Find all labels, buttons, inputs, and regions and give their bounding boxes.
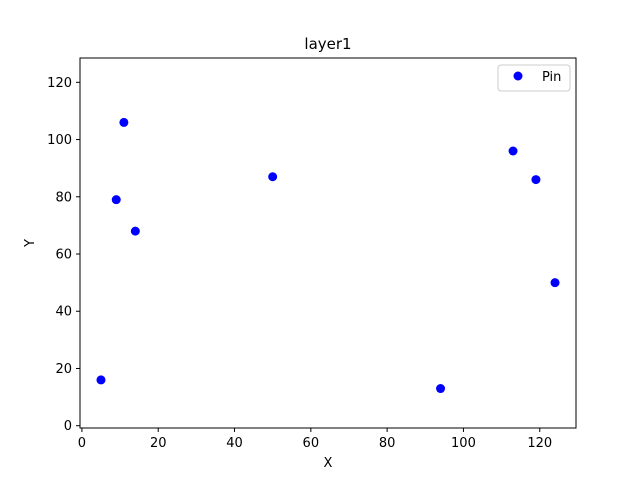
y-tick-label: 60: [55, 248, 72, 263]
data-point: [436, 384, 446, 394]
legend-marker: [513, 71, 523, 81]
y-tick-label: 100: [47, 133, 72, 148]
y-tick-label: 120: [47, 76, 72, 91]
x-tick-label: 0: [78, 436, 86, 451]
data-point: [119, 117, 129, 127]
data-point: [508, 146, 518, 156]
axis-ticks: 0 20 40 60 80 100 120 0 20 40 60 80 100 120: [47, 76, 552, 451]
data-point: [268, 172, 278, 182]
legend-label-pin: Pin: [542, 70, 561, 85]
data-point: [111, 195, 121, 205]
legend: Pin: [497, 64, 571, 92]
y-tick-label: 80: [55, 190, 72, 205]
y-tick-label: 0: [64, 419, 72, 434]
data-point: [550, 278, 560, 288]
legend-box: [497, 64, 571, 92]
x-tick-label: 60: [303, 436, 320, 451]
y-axis-label: Y: [23, 239, 38, 248]
chart-title: layer1: [304, 35, 351, 53]
y-tick-label: 20: [55, 362, 72, 377]
data-point: [531, 175, 541, 185]
x-tick-label: 80: [379, 436, 396, 451]
x-tick-label: 20: [150, 436, 167, 451]
axes-frame: [79, 57, 577, 429]
y-tick-label: 40: [55, 305, 72, 320]
data-points: [96, 117, 560, 394]
x-tick-label: 100: [451, 436, 476, 451]
data-point: [130, 226, 140, 236]
data-point: [96, 375, 106, 385]
x-tick-label: 120: [527, 436, 552, 451]
x-axis-label: X: [324, 456, 333, 471]
x-tick-label: 40: [226, 436, 243, 451]
